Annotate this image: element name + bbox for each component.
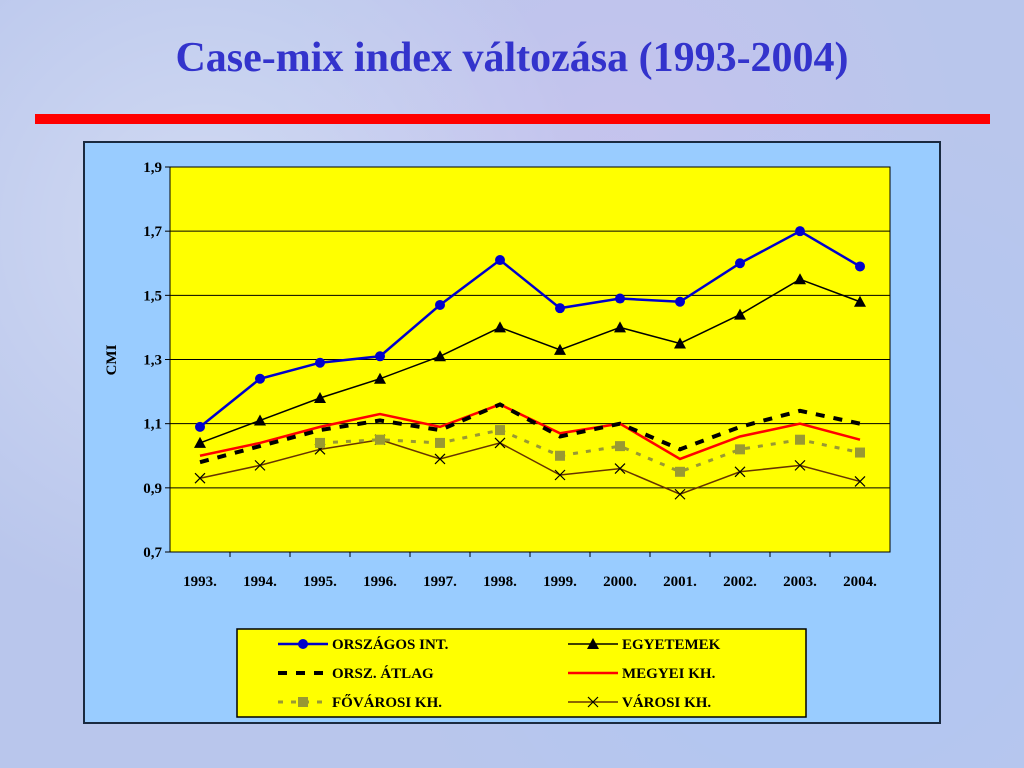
data-point-x	[194, 472, 206, 484]
series-0	[195, 226, 865, 432]
series-5	[194, 434, 866, 500]
legend	[236, 628, 807, 718]
x-tick-label: 1999.	[543, 574, 577, 590]
data-point-triangle	[254, 414, 266, 426]
legend-item: MEGYEI KH.	[568, 666, 716, 682]
data-point-square	[435, 437, 445, 448]
series-4	[315, 425, 865, 477]
series-2	[199, 402, 861, 465]
data-point-square	[495, 425, 505, 436]
x-tick-label: 1996.	[363, 574, 397, 590]
legend-label: ORSZ. ÁTLAG	[332, 665, 434, 682]
x-tick-label: 2001.	[663, 574, 697, 590]
data-point-square	[298, 697, 308, 707]
legend-item: ORSZ. ÁTLAG	[278, 665, 434, 682]
data-point-triangle	[554, 343, 566, 355]
data-point-x	[614, 463, 626, 475]
data-point-triangle	[854, 295, 866, 307]
legend-label: MEGYEI KH.	[622, 666, 716, 682]
data-point-triangle	[194, 436, 206, 448]
x-tick-label: 2004.	[843, 574, 877, 590]
data-point-square	[795, 434, 805, 445]
data-point-x	[794, 459, 806, 471]
x-tick-label: 1998.	[483, 574, 517, 590]
y-tick-label: 1,3	[143, 353, 162, 369]
data-point-triangle	[314, 392, 326, 403]
series-line	[199, 229, 861, 428]
y-tick-label: 1,7	[143, 224, 162, 240]
data-point-circle	[735, 258, 745, 269]
data-point-triangle	[434, 350, 446, 362]
data-point-triangle	[494, 321, 506, 333]
data-point-circle	[375, 351, 385, 362]
data-point-square	[315, 437, 325, 448]
data-point-circle	[615, 293, 625, 304]
data-point-x	[587, 696, 599, 708]
data-point-circle	[675, 296, 685, 307]
title-divider	[35, 114, 990, 124]
y-tick-label: 0,9	[143, 481, 162, 497]
legend-label: VÁROSI KH.	[622, 694, 711, 711]
series-line	[199, 402, 861, 465]
y-axis-label: CMI	[104, 344, 120, 375]
data-point-circle	[195, 421, 205, 432]
data-point-circle	[555, 303, 565, 314]
data-point-circle	[255, 373, 265, 384]
legend-item: VÁROSI KH.	[568, 694, 711, 711]
series-line	[319, 428, 861, 474]
series-line	[199, 438, 861, 496]
legend-item: EGYETEMEK	[568, 637, 721, 653]
data-point-triangle	[374, 372, 386, 384]
data-point-circle	[315, 357, 325, 368]
data-point-triangle	[674, 337, 686, 349]
legend-label: ORSZÁGOS INT.	[332, 636, 449, 653]
y-tick-label: 1,1	[143, 417, 162, 433]
data-point-circle	[298, 639, 308, 649]
data-point-triangle	[587, 638, 599, 649]
series-line	[199, 278, 861, 444]
data-point-square	[555, 450, 565, 461]
data-point-circle	[435, 299, 445, 310]
data-point-circle	[795, 226, 805, 237]
data-point-x	[254, 459, 266, 471]
data-point-x	[434, 453, 446, 465]
data-point-x	[674, 488, 686, 500]
x-tick-label: 1994.	[243, 574, 277, 590]
slide-title: Case-mix index változása (1993-2004)	[175, 35, 849, 81]
x-tick-label: 2000.	[603, 574, 637, 590]
data-point-circle	[855, 261, 865, 272]
x-tick-label: 2003.	[783, 574, 817, 590]
data-point-square	[615, 441, 625, 452]
data-point-square	[855, 447, 865, 458]
y-tick-label: 0,7	[143, 545, 162, 561]
x-tick-label: 1997.	[423, 574, 457, 590]
data-point-x	[554, 469, 566, 481]
y-tick-label: 1,9	[143, 160, 162, 176]
data-point-triangle	[794, 273, 806, 285]
data-point-square	[735, 444, 745, 455]
data-point-x	[854, 475, 866, 487]
legend-item: FŐVÁROSI KH.	[278, 694, 442, 711]
data-point-x	[494, 437, 506, 449]
series-1	[194, 273, 866, 448]
legend-label: EGYETEMEK	[622, 637, 721, 653]
data-point-circle	[495, 255, 505, 266]
y-tick-label: 1,5	[143, 288, 162, 304]
x-tick-label: 2002.	[723, 574, 757, 590]
data-point-square	[675, 466, 685, 477]
data-point-square	[375, 434, 385, 445]
data-point-triangle	[734, 308, 746, 320]
x-tick-label: 1993.	[183, 574, 217, 590]
x-tick-label: 1995.	[303, 574, 337, 590]
data-point-x	[734, 466, 746, 478]
legend-label: FŐVÁROSI KH.	[332, 694, 442, 711]
legend-item: ORSZÁGOS INT.	[278, 636, 449, 653]
data-point-triangle	[614, 321, 626, 333]
